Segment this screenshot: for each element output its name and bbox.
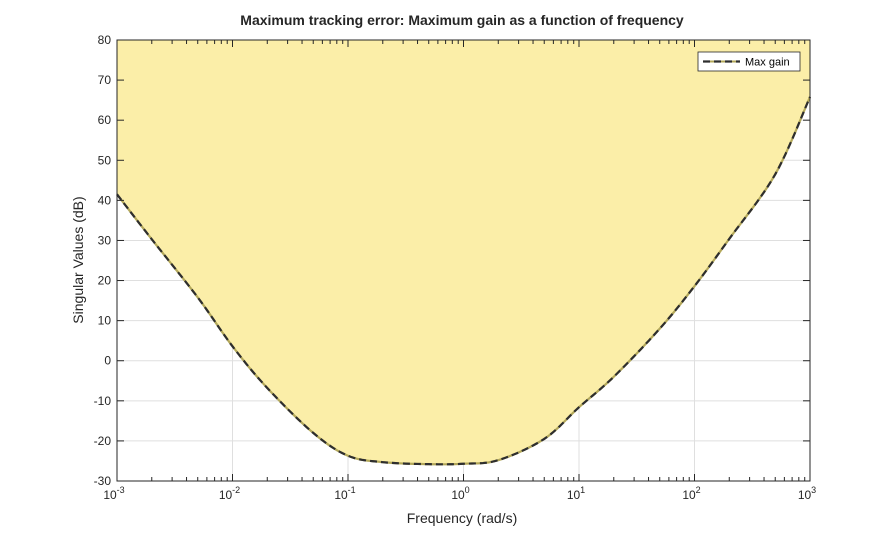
y-tick-label: 20 xyxy=(98,274,112,288)
y-axis-label: Singular Values (dB) xyxy=(70,196,86,323)
y-tick-label: 40 xyxy=(98,193,112,207)
y-tick-label: 80 xyxy=(98,33,112,47)
legend-entry-max-gain: Max gain xyxy=(745,57,790,69)
x-tick-label: 10-1 xyxy=(334,485,355,502)
y-tick-label: -10 xyxy=(94,394,112,408)
legend: Max gain xyxy=(697,51,801,72)
x-tick-label: 101 xyxy=(567,485,585,502)
x-tick-label: 103 xyxy=(798,485,816,502)
x-tick-label: 100 xyxy=(451,485,469,502)
y-tick-label: -20 xyxy=(94,434,112,448)
x-tick-labels: 10-3 10-2 10-1 100 101 102 103 xyxy=(103,485,816,502)
x-tick-label: 102 xyxy=(682,485,700,502)
y-tick-label: -30 xyxy=(94,474,112,488)
y-tick-label: 50 xyxy=(98,153,112,167)
y-tick-label: 60 xyxy=(98,113,112,127)
legend-box xyxy=(697,51,801,72)
y-tick-label: 0 xyxy=(104,354,111,368)
series-layer xyxy=(116,96,812,466)
x-axis-label: Frequency (rad/s) xyxy=(407,510,517,526)
y-tick-label: 70 xyxy=(98,73,112,87)
chart-title: Maximum tracking error: Maximum gain as … xyxy=(240,12,684,28)
x-tick-label: 10-2 xyxy=(219,485,240,502)
shaded-bound-region xyxy=(117,40,810,465)
y-tick-label: 10 xyxy=(98,314,112,328)
axis-ticks xyxy=(116,39,811,482)
y-tick-labels: -30 -20 -10 0 10 20 30 40 50 60 70 80 xyxy=(94,33,112,488)
x-tick-label: 10-3 xyxy=(103,485,124,502)
y-tick-label: 30 xyxy=(98,233,112,247)
series-max-gain-line xyxy=(116,96,812,466)
